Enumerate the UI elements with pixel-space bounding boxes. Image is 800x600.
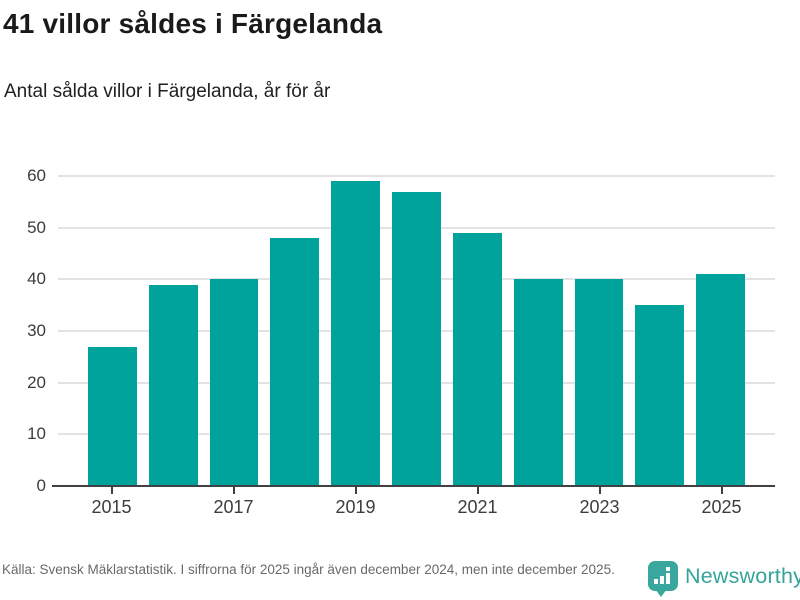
y-axis: 0 10 20 30 40 50 60 [0,166,46,495]
source-note: Källa: Svensk Mäklarstatistik. I siffror… [2,562,615,577]
exclamation-dot-icon [666,567,670,571]
page-title: 41 villor såldes i Färgelanda [3,8,383,39]
bar-2017 [209,279,259,486]
y-axis-label-50: 50 [27,217,46,237]
x-axis-label-2025: 2025 [701,497,742,517]
y-axis-label-40: 40 [27,269,46,289]
bar-2018 [270,238,320,486]
x-axis-tick-2017 [232,487,235,494]
mini-bar-icon [654,579,658,584]
x-axis-line [52,484,775,487]
newsworthy-logo-text: Newsworthy [685,563,800,588]
newsworthy-logo: Newsworthy [648,561,800,597]
x-axis-tick-2019 [354,487,357,494]
newsworthy-logo-icon [648,561,678,597]
x-axis-tick-2025 [720,487,723,494]
bar-2025 [696,274,745,486]
x-axis-label-2017: 2017 [213,497,254,517]
y-axis-label-60: 60 [27,166,46,185]
x-axis-tick-2021 [476,487,479,494]
x-axis-label-2023: 2023 [579,497,620,517]
x-axis-tick-2023 [598,487,601,494]
x-axis-label-2015: 2015 [91,497,132,517]
chart-subtitle: Antal sålda villor i Färgelanda, år för … [4,81,331,102]
x-axis-label-2021: 2021 [457,497,498,517]
mini-bar-icon [666,573,670,584]
bar-2023 [574,279,624,486]
bar-chart [52,175,775,487]
y-axis-label-30: 30 [27,321,46,340]
bar-2020 [392,191,441,486]
bar-series [58,176,775,486]
bar-2022 [513,279,563,486]
bar-2024 [635,305,685,486]
speech-bubble-tail [655,589,667,597]
x-axis-tick-2015 [110,487,113,494]
x-axis-label-2019: 2019 [335,497,376,517]
y-axis-label-10: 10 [27,424,46,444]
bar-2019 [331,181,381,486]
y-axis-label-20: 20 [27,372,46,392]
bar-2015 [88,346,137,486]
y-axis-label-0: 0 [36,476,46,495]
gridline-60 [58,175,775,177]
bar-2021 [452,232,502,486]
bar-2016 [148,284,198,486]
mini-bar-icon [660,576,664,584]
